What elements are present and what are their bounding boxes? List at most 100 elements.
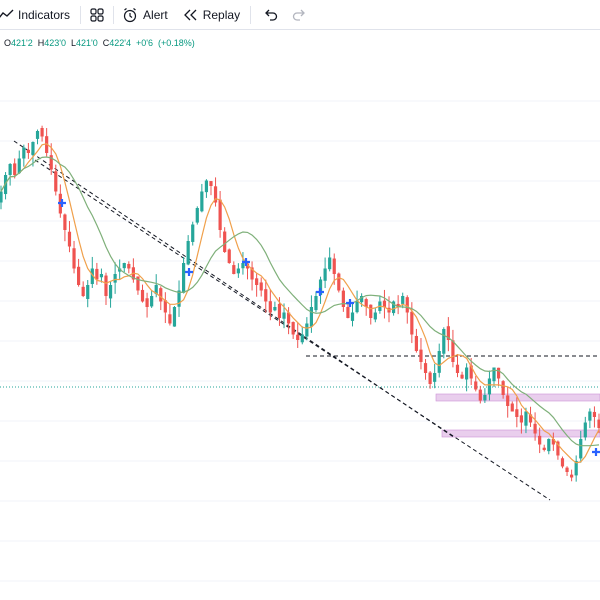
candle-body bbox=[341, 290, 345, 307]
candle-body bbox=[524, 411, 528, 426]
candle-body bbox=[186, 241, 190, 265]
candle-body bbox=[26, 149, 30, 153]
redo-button[interactable] bbox=[291, 0, 307, 30]
moving-average-slow bbox=[0, 156, 600, 447]
candle-body bbox=[565, 467, 569, 472]
candle-body bbox=[533, 423, 537, 434]
candle-body bbox=[282, 312, 286, 319]
layout-button[interactable] bbox=[89, 0, 105, 30]
candle-body bbox=[305, 323, 309, 337]
candle-body bbox=[99, 274, 104, 278]
candle-body bbox=[492, 367, 496, 382]
candle-body bbox=[442, 329, 446, 354]
candle-body bbox=[446, 326, 450, 340]
candle-body bbox=[547, 439, 551, 452]
legend-open: O421'2 bbox=[4, 38, 33, 48]
candle-body bbox=[8, 164, 12, 175]
candle-body bbox=[360, 296, 364, 303]
candle-body bbox=[309, 307, 314, 327]
signal-marker bbox=[346, 299, 354, 307]
candle-body bbox=[465, 367, 469, 380]
candle-body bbox=[337, 273, 341, 291]
candle-body bbox=[291, 322, 295, 335]
alert-label: Alert bbox=[143, 7, 168, 22]
candle-body bbox=[369, 304, 373, 318]
signal-marker bbox=[185, 268, 193, 276]
candle-body bbox=[159, 288, 163, 302]
toolbar-divider bbox=[113, 5, 115, 24]
undo-icon bbox=[265, 9, 278, 21]
candle-body bbox=[17, 158, 21, 174]
candle-body bbox=[118, 268, 122, 272]
candle-body bbox=[396, 303, 400, 307]
candle-body bbox=[108, 285, 113, 299]
candle-body bbox=[323, 268, 327, 281]
candle-body bbox=[437, 351, 441, 373]
replay-label: Replay bbox=[202, 7, 241, 22]
legend-close: C422'4 bbox=[102, 38, 132, 48]
candle-body bbox=[318, 279, 323, 295]
candle-body bbox=[592, 411, 597, 417]
candle-body bbox=[451, 340, 455, 362]
legend-change-pct: (+0.18%) bbox=[158, 38, 195, 48]
candle-body bbox=[259, 282, 263, 291]
candle-body bbox=[542, 447, 546, 450]
moving-average-fast bbox=[0, 143, 600, 464]
candle-body bbox=[81, 286, 85, 296]
candle-body bbox=[414, 335, 419, 351]
alert-button[interactable]: Alert bbox=[122, 0, 168, 30]
candle-body bbox=[346, 306, 350, 318]
candle-body bbox=[273, 307, 277, 311]
candle-body bbox=[104, 275, 108, 296]
candle-body bbox=[277, 303, 282, 318]
legend-high: H423'0 bbox=[37, 38, 67, 48]
candle-body bbox=[140, 289, 145, 302]
candle-body bbox=[218, 199, 222, 230]
legend-change: +0'6 bbox=[136, 38, 154, 48]
candle-body bbox=[122, 263, 126, 269]
candle-body bbox=[31, 142, 35, 156]
candle-body bbox=[296, 334, 300, 340]
candle-body bbox=[191, 224, 195, 242]
candle-body bbox=[560, 458, 565, 467]
candle-body bbox=[150, 296, 154, 307]
candle-body bbox=[496, 367, 501, 379]
candle-body bbox=[145, 298, 149, 307]
candle-body bbox=[63, 214, 67, 230]
undo-button[interactable] bbox=[263, 0, 279, 30]
price-chart[interactable] bbox=[0, 31, 600, 600]
candle-body bbox=[579, 439, 583, 459]
candle-body bbox=[286, 312, 291, 324]
candle-body bbox=[419, 349, 423, 362]
candle-body bbox=[250, 267, 254, 280]
layout-grid-icon bbox=[90, 7, 104, 22]
candle-body bbox=[538, 435, 542, 445]
candle-body bbox=[72, 248, 76, 269]
candle-body bbox=[223, 231, 227, 252]
redo-icon bbox=[292, 9, 305, 21]
candle-body bbox=[483, 395, 487, 401]
candle-body bbox=[40, 127, 44, 137]
candle-body bbox=[570, 474, 574, 478]
candle-body bbox=[264, 289, 268, 302]
candle-body bbox=[54, 171, 58, 192]
candle-body bbox=[583, 422, 587, 438]
candle-body bbox=[519, 415, 523, 423]
candle-body bbox=[401, 296, 405, 304]
indicators-button[interactable]: Indicators bbox=[0, 0, 70, 30]
candle-body bbox=[154, 285, 158, 295]
toolbar-divider bbox=[80, 5, 82, 24]
toolbar-divider bbox=[250, 5, 252, 24]
candle-body bbox=[195, 208, 199, 223]
candle-body bbox=[236, 268, 240, 274]
candle-body bbox=[136, 276, 140, 291]
signal-marker bbox=[242, 258, 250, 266]
candle-body bbox=[163, 300, 167, 313]
indicators-icon bbox=[0, 9, 14, 18]
candle-body bbox=[204, 180, 209, 193]
candle-body bbox=[227, 249, 231, 263]
candle-body bbox=[574, 461, 578, 476]
candle-body bbox=[328, 257, 332, 270]
candle-body bbox=[0, 191, 3, 203]
replay-button[interactable]: Replay bbox=[182, 0, 240, 30]
